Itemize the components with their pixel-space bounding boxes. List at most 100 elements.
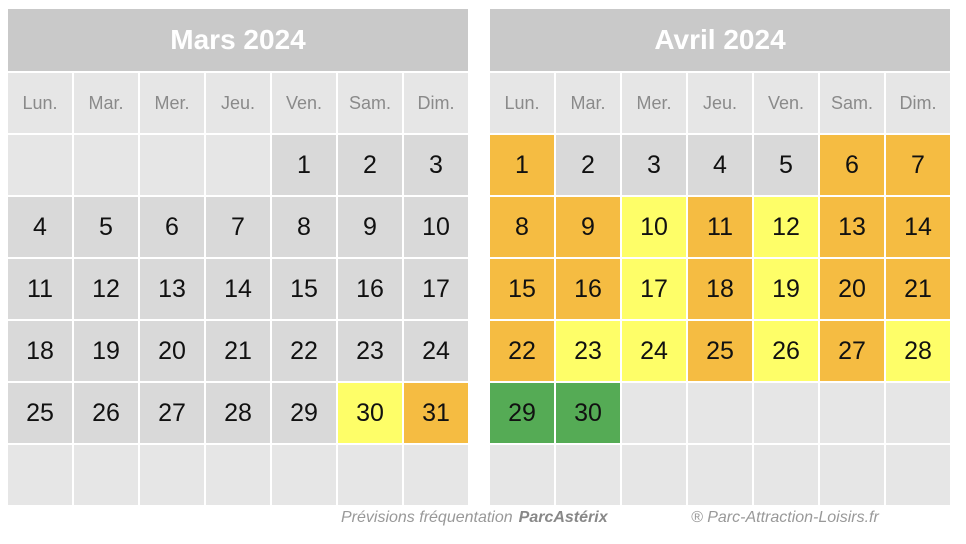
day-cell: 12 xyxy=(754,197,818,257)
weekday-header: Mar. xyxy=(74,73,138,133)
footer-copyright: ® Parc-Attraction-Loisirs.fr xyxy=(691,509,879,526)
day-cell: 15 xyxy=(490,259,554,319)
day-cell: 31 xyxy=(404,383,468,443)
weekday-header: Mar. xyxy=(556,73,620,133)
empty-day-cell xyxy=(490,445,554,505)
empty-day-cell xyxy=(8,445,72,505)
day-cell: 2 xyxy=(338,135,402,195)
empty-day-cell xyxy=(338,445,402,505)
empty-day-cell xyxy=(8,135,72,195)
day-cell: 27 xyxy=(820,321,884,381)
day-cell: 11 xyxy=(688,197,752,257)
weekday-header: Jeu. xyxy=(688,73,752,133)
weekday-header: Mer. xyxy=(622,73,686,133)
day-cell: 7 xyxy=(886,135,950,195)
empty-day-cell xyxy=(820,383,884,443)
day-cell: 7 xyxy=(206,197,270,257)
day-cell: 29 xyxy=(490,383,554,443)
day-cell: 12 xyxy=(74,259,138,319)
day-cell: 5 xyxy=(74,197,138,257)
day-cell: 26 xyxy=(74,383,138,443)
day-cell: 13 xyxy=(140,259,204,319)
day-cell: 30 xyxy=(556,383,620,443)
empty-day-cell xyxy=(886,445,950,505)
footer-brand: ParcAstérix xyxy=(518,509,608,526)
day-cell: 14 xyxy=(886,197,950,257)
day-cell: 16 xyxy=(338,259,402,319)
day-cell: 19 xyxy=(74,321,138,381)
empty-day-cell xyxy=(140,445,204,505)
empty-day-cell xyxy=(74,445,138,505)
day-cell: 30 xyxy=(338,383,402,443)
day-cell: 28 xyxy=(206,383,270,443)
day-cell: 13 xyxy=(820,197,884,257)
day-cell: 9 xyxy=(556,197,620,257)
empty-day-cell xyxy=(556,445,620,505)
empty-day-cell xyxy=(754,383,818,443)
weekday-header: Lun. xyxy=(8,73,72,133)
calendar-grid: Lun. Mar. Mer. Jeu. Ven. Sam. Dim. 1 2 3 4 5 6 7 8 9 10 1… xyxy=(8,73,468,505)
day-cell: 3 xyxy=(404,135,468,195)
weekday-header: Mer. xyxy=(140,73,204,133)
day-cell: 19 xyxy=(754,259,818,319)
day-cell: 8 xyxy=(490,197,554,257)
day-cell: 24 xyxy=(622,321,686,381)
day-cell: 21 xyxy=(886,259,950,319)
day-cell: 10 xyxy=(404,197,468,257)
day-cell: 6 xyxy=(820,135,884,195)
day-cell: 10 xyxy=(622,197,686,257)
day-cell: 9 xyxy=(338,197,402,257)
day-cell: 25 xyxy=(688,321,752,381)
calendar-grid: Lun. Mar. Mer. Jeu. Ven. Sam. Dim. 1 2 3 4 5 6 7 8 9 10 1… xyxy=(490,73,950,505)
weekday-header: Jeu. xyxy=(206,73,270,133)
day-cell: 8 xyxy=(272,197,336,257)
day-cell: 28 xyxy=(886,321,950,381)
day-cell: 20 xyxy=(820,259,884,319)
empty-day-cell xyxy=(688,445,752,505)
day-cell: 27 xyxy=(140,383,204,443)
day-cell: 22 xyxy=(272,321,336,381)
empty-day-cell xyxy=(140,135,204,195)
day-cell: 18 xyxy=(688,259,752,319)
day-cell: 23 xyxy=(556,321,620,381)
weekday-header: Dim. xyxy=(404,73,468,133)
empty-day-cell xyxy=(886,383,950,443)
calendar-title: Avril 2024 xyxy=(490,9,950,71)
weekday-header: Sam. xyxy=(338,73,402,133)
day-cell: 18 xyxy=(8,321,72,381)
day-cell: 29 xyxy=(272,383,336,443)
day-cell: 11 xyxy=(8,259,72,319)
day-cell: 14 xyxy=(206,259,270,319)
day-cell: 16 xyxy=(556,259,620,319)
empty-day-cell xyxy=(754,445,818,505)
weekday-header: Ven. xyxy=(272,73,336,133)
day-cell: 4 xyxy=(8,197,72,257)
weekday-header: Dim. xyxy=(886,73,950,133)
calendar-march: Mars 2024 Lun. Mar. Mer. Jeu. Ven. Sam. Dim. 1 2… xyxy=(8,9,468,505)
day-cell: 24 xyxy=(404,321,468,381)
empty-day-cell xyxy=(272,445,336,505)
empty-day-cell xyxy=(206,135,270,195)
empty-day-cell xyxy=(622,383,686,443)
day-cell: 4 xyxy=(688,135,752,195)
calendar-april: Avril 2024 Lun. Mar. Mer. Jeu. Ven. Sam. Dim. 1… xyxy=(490,9,950,505)
day-cell: 21 xyxy=(206,321,270,381)
weekday-header: Ven. xyxy=(754,73,818,133)
empty-day-cell xyxy=(206,445,270,505)
day-cell: 6 xyxy=(140,197,204,257)
footer-previsions-text: Prévisions fréquentation xyxy=(341,509,513,526)
empty-day-cell xyxy=(688,383,752,443)
day-cell: 3 xyxy=(622,135,686,195)
day-cell: 25 xyxy=(8,383,72,443)
weekday-header: Sam. xyxy=(820,73,884,133)
weekday-header: Lun. xyxy=(490,73,554,133)
day-cell: 23 xyxy=(338,321,402,381)
day-cell: 2 xyxy=(556,135,620,195)
day-cell: 1 xyxy=(272,135,336,195)
day-cell: 17 xyxy=(622,259,686,319)
calendar-title: Mars 2024 xyxy=(8,9,468,71)
empty-day-cell xyxy=(404,445,468,505)
day-cell: 15 xyxy=(272,259,336,319)
day-cell: 5 xyxy=(754,135,818,195)
footer-previsions: Prévisions fréquentation ParcAstérix xyxy=(341,509,608,527)
